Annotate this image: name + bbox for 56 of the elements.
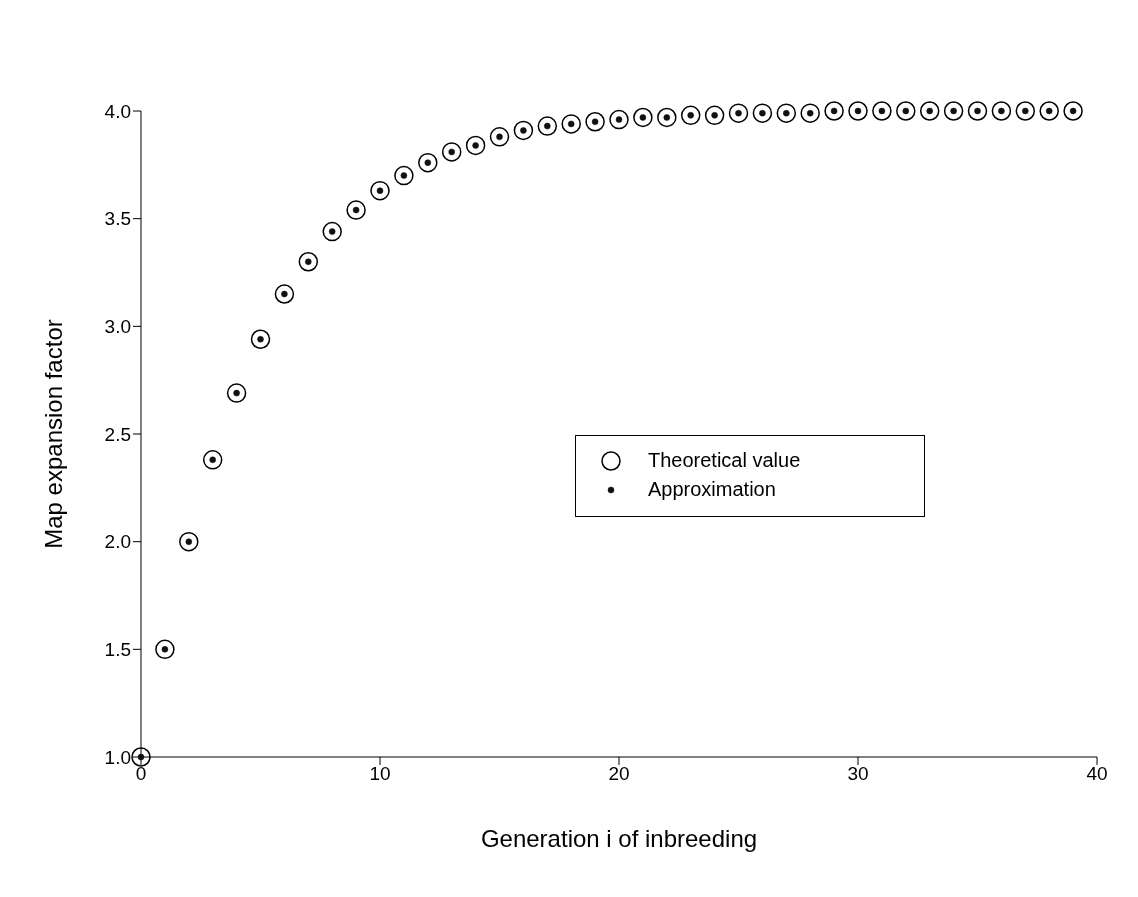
point (346, 200, 366, 220)
legend-label: Approximation (648, 478, 776, 501)
point (441, 142, 462, 162)
x-tick-label: 20 (608, 763, 630, 785)
x-axis-title: Generation i of inbreeding (480, 825, 758, 852)
point (633, 107, 653, 128)
x-tick-label: 40 (1086, 763, 1108, 785)
point (704, 105, 725, 126)
point (394, 165, 414, 186)
point (776, 103, 797, 123)
legend-label: Theoretical value (648, 449, 801, 472)
point (609, 109, 629, 130)
point (298, 251, 319, 272)
point (991, 101, 1012, 121)
point (250, 329, 271, 349)
point (537, 116, 558, 136)
y-axis-title: Map expansion factor (39, 319, 67, 549)
point (155, 639, 175, 660)
point (728, 103, 749, 123)
point (800, 103, 820, 123)
point (226, 383, 247, 403)
point (370, 180, 390, 201)
point (179, 531, 199, 552)
x-tick-label: 10 (369, 763, 391, 785)
point (202, 450, 223, 470)
point (872, 101, 892, 121)
point (824, 101, 844, 121)
x-tick-label: 30 (847, 763, 869, 785)
point (465, 135, 486, 156)
x-tick-label: 0 (135, 763, 147, 785)
y-tick-label: 1.5 (104, 639, 131, 661)
point (919, 101, 940, 121)
point (274, 284, 295, 304)
y-tick-label: 2.0 (104, 531, 131, 553)
point (943, 101, 964, 121)
point (418, 152, 438, 173)
point (131, 747, 151, 767)
y-tick-label: 2.5 (104, 423, 131, 445)
point (680, 105, 701, 126)
point (489, 127, 510, 147)
point (322, 221, 342, 242)
point (967, 101, 988, 121)
point (752, 103, 773, 123)
point (657, 107, 677, 128)
point (1039, 101, 1059, 121)
y-tick-label: 1.0 (104, 746, 131, 768)
point (896, 101, 916, 121)
point (561, 114, 581, 134)
point (585, 112, 605, 132)
point (513, 120, 534, 141)
point (1015, 101, 1036, 121)
point (1063, 101, 1083, 121)
y-tick-label: 3.5 (104, 208, 131, 230)
y-tick-label: 3.0 (104, 316, 131, 338)
y-tick-label: 4.0 (104, 100, 131, 122)
point (848, 101, 868, 121)
